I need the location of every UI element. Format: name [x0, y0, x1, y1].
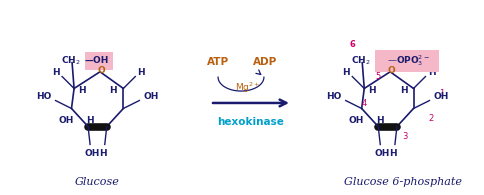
- Text: 1: 1: [438, 89, 443, 98]
- Text: H: H: [399, 86, 407, 95]
- Text: OH: OH: [143, 92, 159, 101]
- Text: OH: OH: [348, 116, 363, 125]
- Text: O: O: [387, 66, 394, 75]
- Text: CH$_2$: CH$_2$: [61, 54, 81, 67]
- Text: 4: 4: [361, 99, 366, 108]
- Text: 6: 6: [348, 40, 354, 49]
- Text: O: O: [97, 66, 105, 75]
- Text: Mg$^{2+}$: Mg$^{2+}$: [235, 81, 260, 95]
- Text: —OH: —OH: [85, 56, 109, 65]
- Text: H: H: [368, 86, 375, 95]
- Text: hexokinase: hexokinase: [217, 117, 284, 127]
- Text: H: H: [109, 86, 117, 95]
- Text: ADP: ADP: [252, 57, 276, 67]
- Text: ATP: ATP: [207, 57, 228, 67]
- Text: H: H: [99, 149, 106, 158]
- FancyBboxPatch shape: [85, 52, 113, 70]
- Text: H: H: [137, 68, 145, 77]
- Text: HO: HO: [36, 92, 51, 101]
- Text: H: H: [388, 149, 396, 158]
- Text: HO: HO: [325, 92, 341, 101]
- Text: OH: OH: [433, 92, 448, 101]
- Text: H: H: [342, 68, 349, 77]
- Text: —OPO$_3^{2-}$: —OPO$_3^{2-}$: [386, 53, 429, 68]
- Text: Glucose 6-phosphate: Glucose 6-phosphate: [343, 177, 461, 187]
- Text: OH: OH: [59, 116, 74, 125]
- Text: 3: 3: [401, 132, 407, 141]
- Text: 5: 5: [375, 72, 380, 81]
- Text: Glucose: Glucose: [75, 177, 120, 187]
- Text: CH$_2$: CH$_2$: [351, 54, 370, 67]
- FancyBboxPatch shape: [375, 50, 438, 72]
- Text: H: H: [86, 116, 93, 125]
- Text: OH: OH: [374, 149, 389, 158]
- Text: OH: OH: [84, 149, 100, 158]
- Text: H: H: [375, 116, 383, 125]
- Text: H: H: [427, 68, 434, 77]
- Text: H: H: [52, 68, 60, 77]
- Text: 2: 2: [428, 114, 433, 123]
- Text: H: H: [78, 86, 86, 95]
